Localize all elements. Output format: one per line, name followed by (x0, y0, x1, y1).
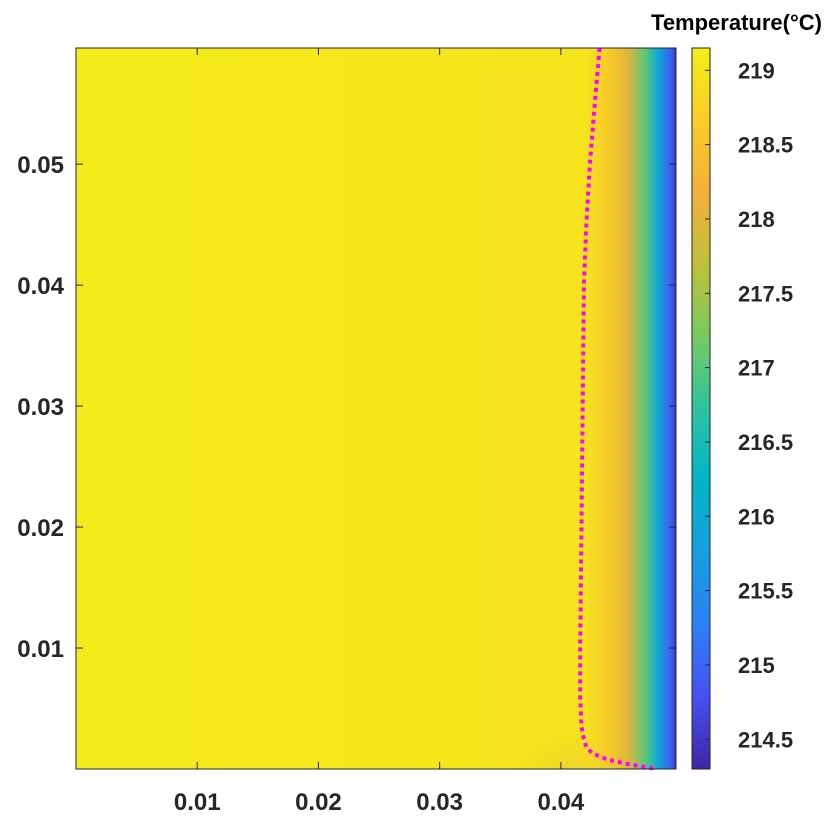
colorbar-tick-label: 219 (738, 58, 775, 83)
x-tick-label: 0.01 (174, 789, 221, 816)
colorbar-tick-label: 218.5 (738, 133, 793, 158)
y-tick-label: 0.01 (17, 636, 64, 663)
colorbar-title: Temperature(°C) (651, 10, 822, 35)
colorbar-gradient (691, 47, 711, 770)
y-tick-label: 0.04 (17, 273, 64, 300)
colorbar-tick-label: 215.5 (738, 579, 793, 604)
x-tick-label: 0.02 (295, 789, 342, 816)
x-tick-label: 0.03 (416, 789, 463, 816)
plot-frame (75, 47, 677, 770)
temperature-field (76, 48, 676, 769)
colorbar-tick-label: 214.5 (738, 727, 793, 752)
colorbar-tick-label: 217 (738, 356, 775, 381)
colorbar-tick-label: 216 (738, 504, 775, 529)
x-axis: 0.01 0.02 0.03 0.04 (174, 48, 585, 816)
axis-margin-mask (76, 769, 676, 816)
y-tick-label: 0.03 (17, 394, 64, 421)
plot-area (75, 47, 677, 816)
y-tick-label: 0.02 (17, 515, 64, 542)
colorbar-tick-label: 216.5 (738, 430, 793, 455)
x-tick-label: 0.04 (537, 789, 584, 816)
colorbar-tick-label: 217.5 (738, 281, 793, 306)
colorbar-tick-label: 218 (738, 207, 775, 232)
colorbar: 214.5 215 215.5 216 216.5 217 217.5 218 218.5 219 (691, 47, 793, 770)
colorbar-tick-label: 215 (738, 653, 775, 678)
boundary-curve (578, 47, 657, 771)
y-axis: 0.01 0.02 0.03 0.04 0.05 (17, 152, 676, 663)
y-tick-label: 0.05 (17, 152, 64, 179)
